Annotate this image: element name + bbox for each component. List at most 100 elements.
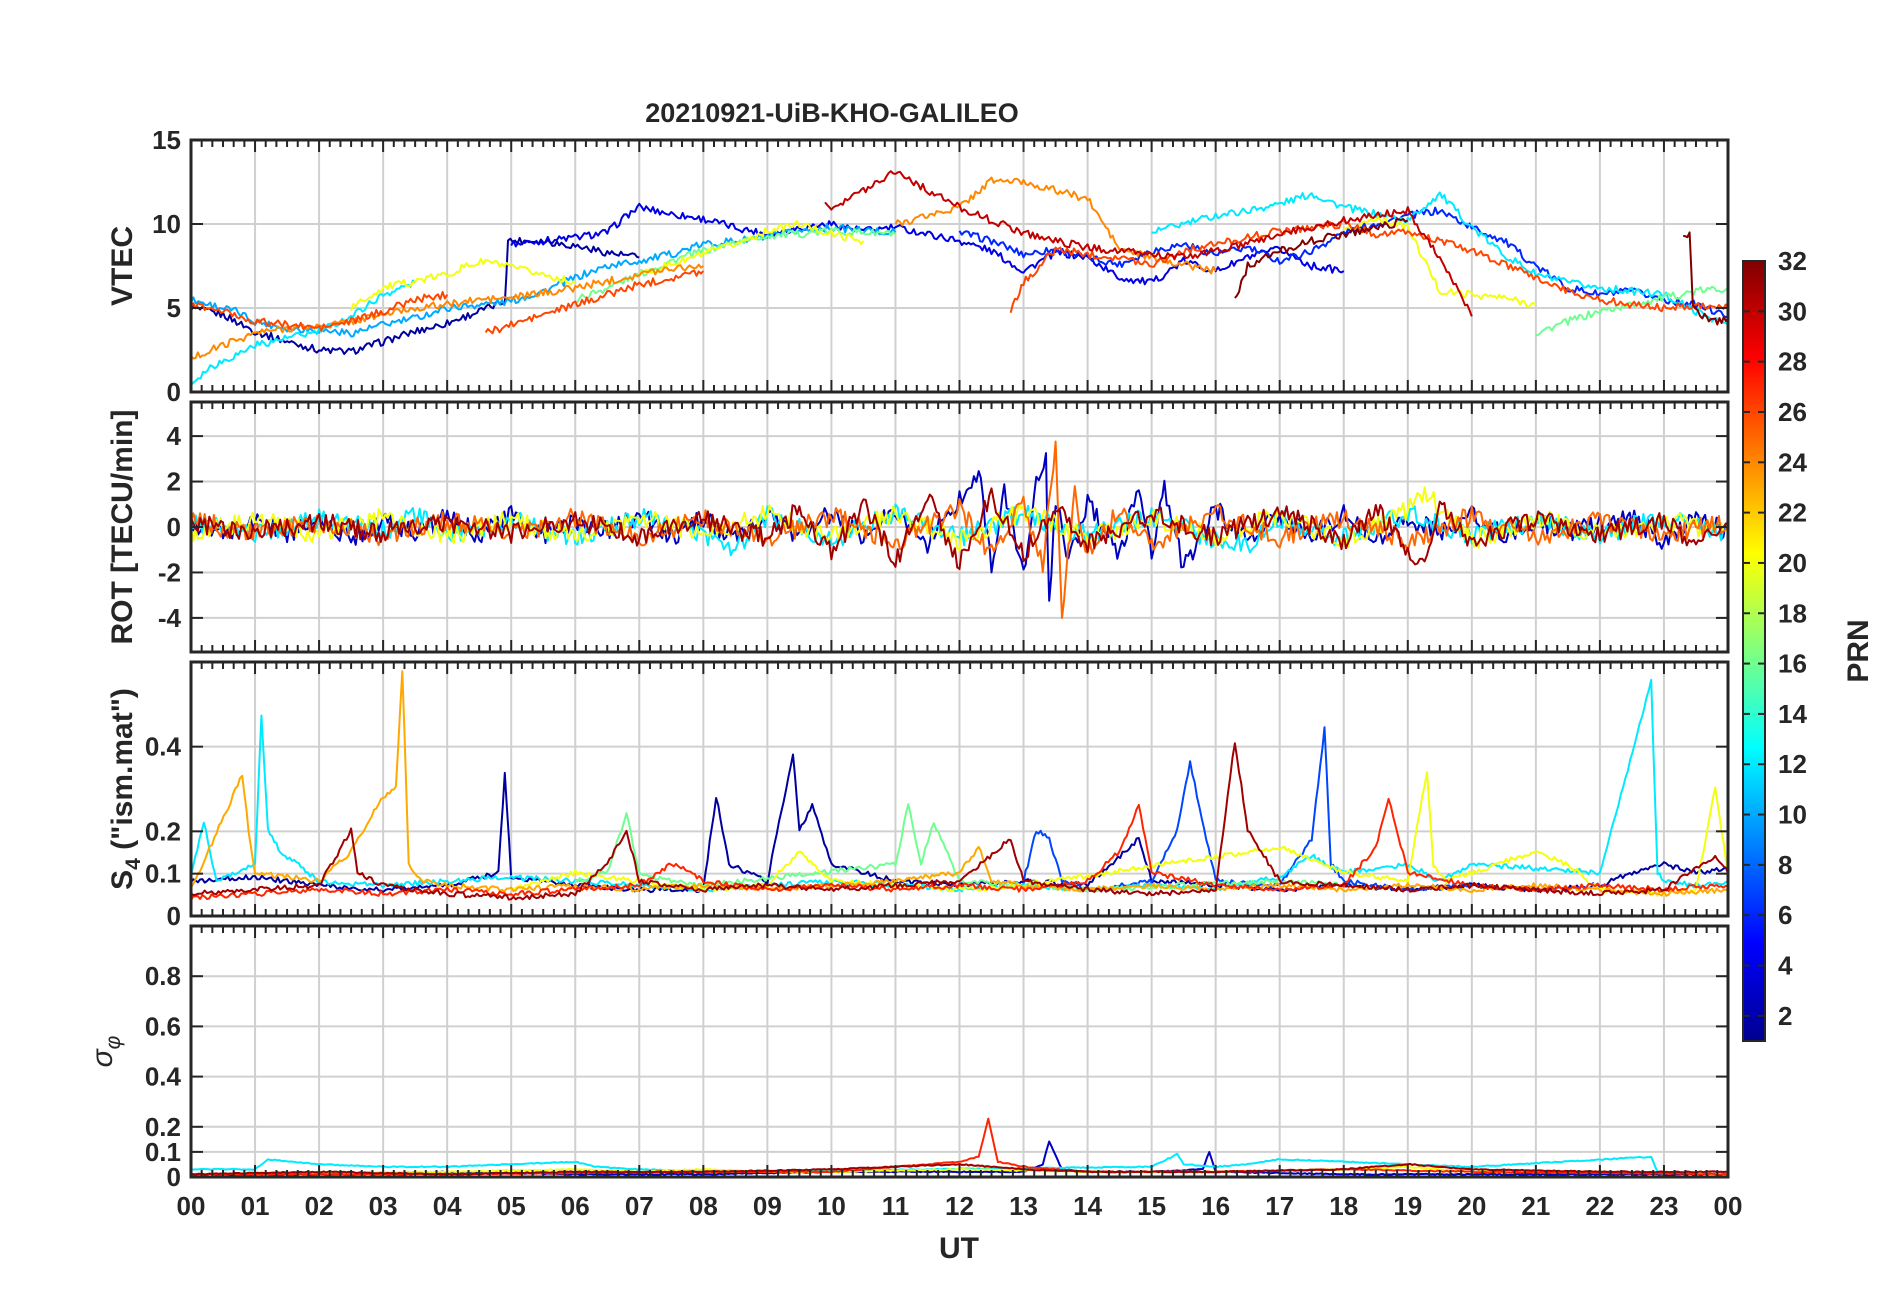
y-tick-label: 0.4 [145, 1062, 182, 1092]
series-line [484, 269, 705, 335]
series-group [191, 440, 1728, 619]
x-tick-label: 10 [817, 1191, 846, 1221]
series-line [191, 742, 1728, 901]
y-axis-label-main: σ [86, 1047, 119, 1067]
colorbar-tick-label: 20 [1778, 548, 1807, 578]
x-tick-label: 11 [882, 1191, 910, 1221]
colorbar-tick-label: 24 [1778, 447, 1807, 477]
series-line [191, 279, 416, 386]
x-tick-label: 00 [1714, 1191, 1743, 1221]
series-line [191, 670, 1728, 897]
y-axis-label: S4 ("ism.mat") [106, 688, 145, 890]
y-axis-label: σφ [86, 1035, 125, 1067]
x-tick-label: 07 [625, 1191, 654, 1221]
x-tick-label: 05 [497, 1191, 526, 1221]
colorbar-tick-label: 4 [1778, 951, 1793, 981]
y-tick-label: 0 [167, 512, 181, 542]
series-line [1343, 215, 1537, 308]
series-line [510, 771, 1728, 897]
y-tick-label: 10 [152, 209, 181, 239]
colorbar-tick-label: 32 [1778, 246, 1807, 276]
y-tick-label: 5 [167, 293, 181, 323]
colorbar-tick-label: 28 [1778, 347, 1807, 377]
colorbar-gradient [1742, 260, 1766, 1042]
x-tick-label: 17 [1265, 1191, 1294, 1221]
colorbar-tick-label: 12 [1778, 749, 1807, 779]
colorbar-tick-label: 10 [1778, 800, 1807, 830]
series-line [1151, 191, 1728, 326]
colorbar-tick-label: 14 [1778, 699, 1807, 729]
colorbar-tick-label: 6 [1778, 900, 1792, 930]
y-tick-label: 0.2 [145, 816, 181, 846]
y-tick-label: 15 [152, 125, 181, 155]
series-line [638, 220, 865, 277]
y-axis-label-main: S [106, 870, 139, 890]
series-line [191, 236, 640, 355]
y-tick-label: -2 [158, 557, 181, 587]
series-line [350, 257, 576, 312]
y-tick-label: 0 [167, 901, 181, 931]
panel-1: 0 5 10 15 VTEC [106, 125, 1730, 407]
colorbar-tick-label: 2 [1778, 1001, 1792, 1031]
x-tick-label: 21 [1521, 1191, 1550, 1221]
colorbar-tick-label: 30 [1778, 296, 1807, 326]
colorbar-tick-label: 26 [1778, 397, 1807, 427]
x-tick-labels: 00 01 02 03 04 05 06 07 08 09 10 11 12 13 14 15 16 17 18 19… [177, 1191, 1743, 1221]
y-tick-label: 0.1 [145, 1137, 181, 1167]
panel-4: 00.10.2 0.4 0.6 0.8 σφ [86, 924, 1730, 1192]
y-tick-label: 0.4 [145, 732, 182, 762]
series-line [1234, 218, 1409, 299]
series-line [824, 170, 1473, 317]
y-axis-label: VTEC [106, 226, 139, 306]
series-line [1683, 231, 1728, 326]
colorbar-tick-label: 22 [1778, 498, 1807, 528]
y-tick-label: 0.8 [145, 961, 181, 991]
x-tick-label: 15 [1137, 1191, 1166, 1221]
y-tick-label: 0 [167, 377, 181, 407]
y-tick-label: -4 [158, 603, 182, 633]
colorbar-label: PRN [1842, 619, 1875, 682]
colorbar-tick-label: 8 [1778, 850, 1792, 880]
x-tick-label: 16 [1201, 1191, 1230, 1221]
y-tick-label: 2 [167, 467, 181, 497]
x-tick-label: 01 [241, 1191, 270, 1221]
y-axis-label-sub: 4 [122, 858, 145, 870]
x-tick-label: 12 [945, 1191, 974, 1221]
x-tick-label: 14 [1073, 1191, 1102, 1221]
panel-3: 00.10.20.4S4 ("ism.mat") [106, 660, 1730, 931]
y-axis-label-rest: ("ism.mat") [106, 688, 139, 858]
x-tick-label: 20 [1457, 1191, 1486, 1221]
x-tick-label: 18 [1329, 1191, 1358, 1221]
series-line [191, 487, 1728, 570]
y-axis-label-sub: φ [102, 1035, 125, 1049]
series-group [191, 670, 1728, 901]
colorbar-tick-label: 16 [1778, 649, 1807, 679]
x-tick-label: 22 [1585, 1191, 1614, 1221]
series-line [191, 486, 1728, 552]
x-tick-label: 09 [753, 1191, 782, 1221]
series-line [191, 263, 704, 360]
series-group [191, 170, 1728, 386]
panel-2: -4 -2 0 2 4 ROT [TECU/min] [106, 400, 1730, 654]
x-tick-label: 04 [433, 1191, 462, 1221]
series-line [191, 290, 449, 332]
x-tick-label: 06 [561, 1191, 590, 1221]
x-tick-label: 03 [369, 1191, 398, 1221]
series-line [191, 440, 1728, 619]
series-line [191, 678, 1728, 893]
x-axis-label: UT [939, 1232, 979, 1265]
x-tick-label: 00 [177, 1191, 206, 1221]
x-tick-label: 02 [305, 1191, 334, 1221]
y-tick-label: 0.6 [145, 1011, 181, 1041]
colorbar-tick-label: 18 [1778, 598, 1807, 628]
y-tick-label: 0 [167, 1162, 181, 1192]
x-tick-label: 23 [1649, 1191, 1678, 1221]
x-tick-label: 08 [689, 1191, 718, 1221]
chart-title: 20210921-UiB-KHO-GALILEO [645, 98, 1019, 128]
x-tick-label: 19 [1393, 1191, 1422, 1221]
series-line [1009, 219, 1728, 314]
